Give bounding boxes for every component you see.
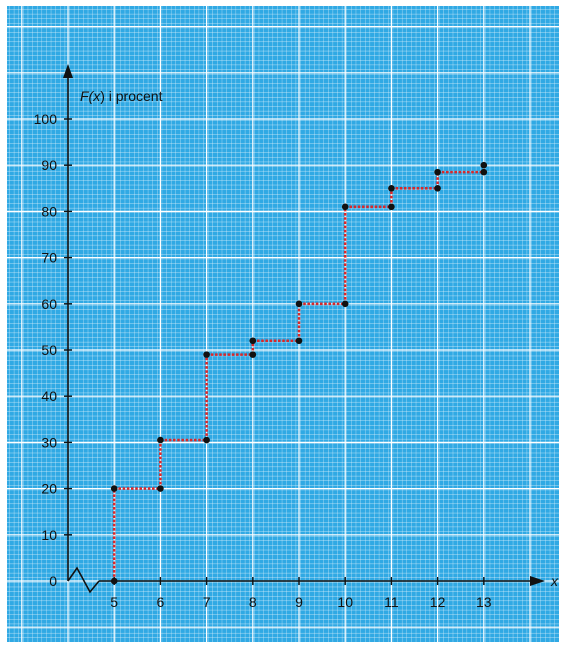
y-axis-label-part: F(: [80, 88, 95, 104]
x-axis-break: [67, 566, 100, 594]
y-tick-label: 60: [41, 296, 57, 312]
axis-labels: F(x) i procent x: [80, 88, 559, 589]
step-series: [110, 161, 488, 585]
data-point: [341, 203, 349, 211]
data-point: [249, 337, 257, 345]
y-tick-label: 10: [41, 527, 57, 543]
y-tick-label: 0: [49, 573, 57, 589]
x-tick-label: 11: [384, 594, 399, 610]
x-axis-label: x: [550, 573, 559, 589]
data-point: [295, 337, 303, 345]
y-tick-label: 80: [41, 203, 57, 219]
y-axis-label: F(x) i procent: [80, 88, 163, 104]
axes: [63, 64, 545, 594]
data-point: [157, 436, 164, 444]
y-tick-label: 20: [41, 481, 57, 497]
data-point: [434, 168, 441, 176]
y-axis-label-part: x: [92, 88, 101, 104]
y-tick-label: 100: [34, 111, 58, 127]
data-point: [203, 436, 210, 444]
grid-fine-lines: [7, 6, 559, 642]
data-point: [110, 577, 118, 585]
x-tick-label: 5: [110, 594, 118, 610]
data-point: [341, 300, 349, 308]
y-tick-label: 90: [41, 157, 57, 173]
data-point: [249, 351, 257, 358]
data-point: [388, 203, 395, 211]
x-tick-label: 10: [337, 594, 353, 610]
x-axis-arrow: [530, 576, 545, 586]
data-point: [480, 161, 488, 169]
y-axis-label-part: ) i procent: [100, 88, 162, 104]
y-tick-label: 30: [41, 434, 57, 450]
tick-labels: 5 6 7 8 9 10 11 12 13 0 10 20 30 40 50 60 70 80 90 100: [34, 111, 492, 610]
x-tick-label: 6: [157, 594, 165, 610]
x-tick-label: 9: [295, 594, 303, 610]
grid-major-lines: [7, 6, 559, 642]
y-axis-arrow: [63, 64, 73, 78]
x-tick-label: 8: [249, 594, 257, 610]
x-tick-label: 12: [430, 594, 446, 610]
x-tick-label: 7: [203, 594, 211, 610]
y-tick-label: 50: [41, 342, 57, 358]
data-point: [110, 485, 118, 492]
y-tick-label: 70: [41, 250, 57, 266]
data-point: [203, 351, 210, 358]
data-point: [434, 185, 441, 192]
data-point: [480, 168, 488, 176]
data-point: [157, 485, 164, 492]
x-tick-label: 13: [476, 594, 492, 610]
data-point: [295, 300, 303, 308]
y-tick-label: 40: [41, 388, 57, 404]
data-point: [388, 185, 395, 192]
